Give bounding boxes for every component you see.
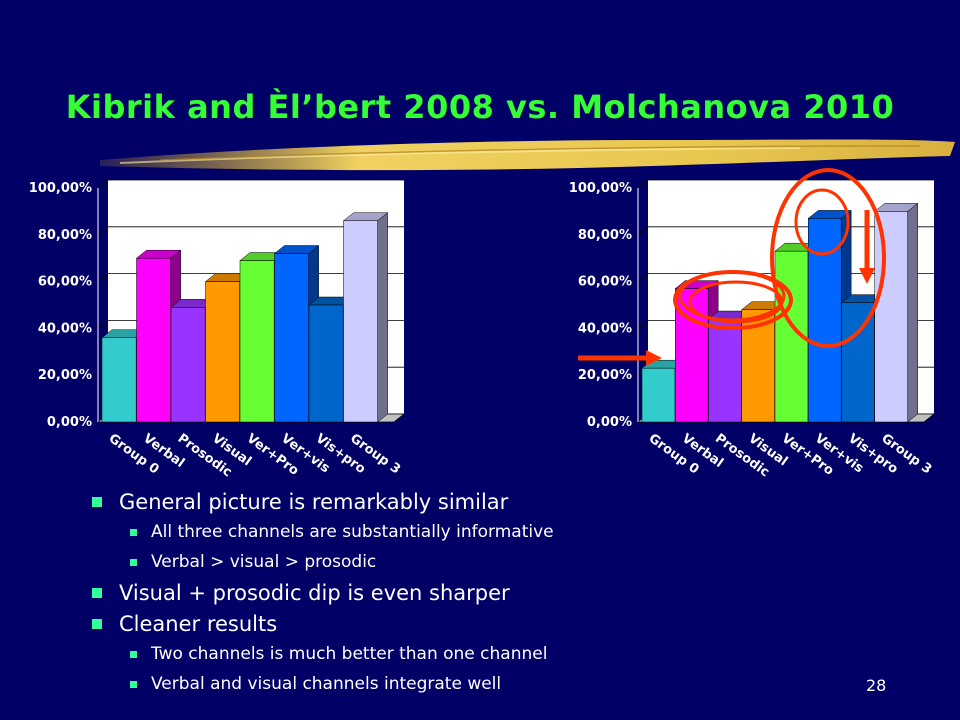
- highlight-ellipse-verbal-prosodic-2: [678, 270, 786, 322]
- bullet-text: Two channels is much better than one cha…: [151, 644, 548, 664]
- bullet-item: Cleaner results: [92, 608, 852, 639]
- gridline-side: [637, 273, 649, 282]
- bullet-text: General picture is remarkably similar: [119, 489, 509, 514]
- bullet-text: Verbal and visual channels integrate wel…: [151, 674, 502, 694]
- bar-front: [343, 220, 378, 423]
- bar: [707, 310, 753, 423]
- bar-front: [641, 367, 676, 423]
- bullet-text: All three channels are substantially inf…: [151, 522, 554, 542]
- bar-front: [205, 281, 240, 423]
- bar-front: [101, 337, 137, 423]
- title-underline-brush: [100, 139, 955, 171]
- y-tick-label: 0,00%: [47, 415, 92, 430]
- y-tick-label: 40,00%: [38, 321, 92, 336]
- bullet-marker: [92, 587, 102, 598]
- bar-front: [874, 211, 908, 423]
- page-number: 28: [866, 676, 887, 695]
- slide-title: Kibrik and Èl’bert 2008 vs. Molchanova 2…: [65, 88, 895, 126]
- highlight-ellipse-vis-combos-1: [770, 168, 886, 348]
- bullet-text: Verbal > visual > prosodic: [151, 552, 377, 572]
- bar: [342, 212, 389, 423]
- y-tick-label: 20,00%: [578, 368, 632, 383]
- bullet-item: General picture is remarkably similar: [92, 486, 852, 517]
- gridline-side: [637, 320, 649, 329]
- gridline-side: [97, 320, 109, 329]
- gridline-side: [637, 179, 649, 189]
- bar-chart-left: 0,00%20,00%40,00%60,00%80,00%100,00%Grou…: [29, 179, 406, 480]
- y-tick-label: 0,00%: [587, 415, 632, 430]
- sub-bullet-item: Verbal > visual > prosodic: [130, 547, 852, 577]
- bar-front: [274, 253, 309, 423]
- bullet-marker: [130, 650, 137, 658]
- y-tick-label: 20,00%: [38, 368, 92, 383]
- sub-bullet-item: All three channels are substantially inf…: [130, 517, 852, 547]
- bullet-item: Visual + prosodic dip is even sharper: [92, 577, 852, 608]
- y-tick-label: 60,00%: [578, 275, 632, 290]
- gridline-side: [97, 179, 109, 189]
- highlight-ellipse-verbal-prosodic-3: [688, 280, 784, 324]
- bar-front: [239, 260, 275, 423]
- bullet-marker: [92, 496, 102, 507]
- bullet-text: Visual + prosodic dip is even sharper: [119, 580, 510, 605]
- bar-front: [170, 307, 206, 423]
- highlight-ellipse-vis-combos-2: [794, 188, 850, 256]
- y-tick-label: 80,00%: [38, 228, 92, 243]
- gridline-side: [97, 273, 109, 282]
- gridline-side: [97, 226, 109, 236]
- bar: [874, 202, 919, 423]
- y-tick-label: 60,00%: [38, 275, 92, 290]
- sub-bullet-item: Verbal and visual channels integrate wel…: [130, 669, 852, 699]
- y-tick-label: 100,00%: [29, 181, 92, 196]
- bar-front: [136, 257, 171, 423]
- bullet-marker: [130, 680, 137, 688]
- bullet-marker: [130, 558, 137, 566]
- bar-front: [841, 302, 875, 423]
- y-tick-label: 80,00%: [578, 228, 632, 243]
- bullet-marker: [130, 528, 137, 536]
- bullet-text: Cleaner results: [119, 611, 278, 636]
- y-tick-label: 100,00%: [569, 181, 632, 196]
- arrow-down-head: [859, 268, 875, 284]
- bar-front: [308, 304, 344, 423]
- gridline-side: [637, 226, 649, 236]
- bullet-marker: [92, 618, 102, 629]
- bullet-list: General picture is remarkably similar Al…: [92, 486, 852, 699]
- y-tick-label: 40,00%: [578, 321, 632, 336]
- arrow-group0-head: [646, 350, 662, 366]
- sub-bullet-item: Two channels is much better than one cha…: [130, 639, 852, 669]
